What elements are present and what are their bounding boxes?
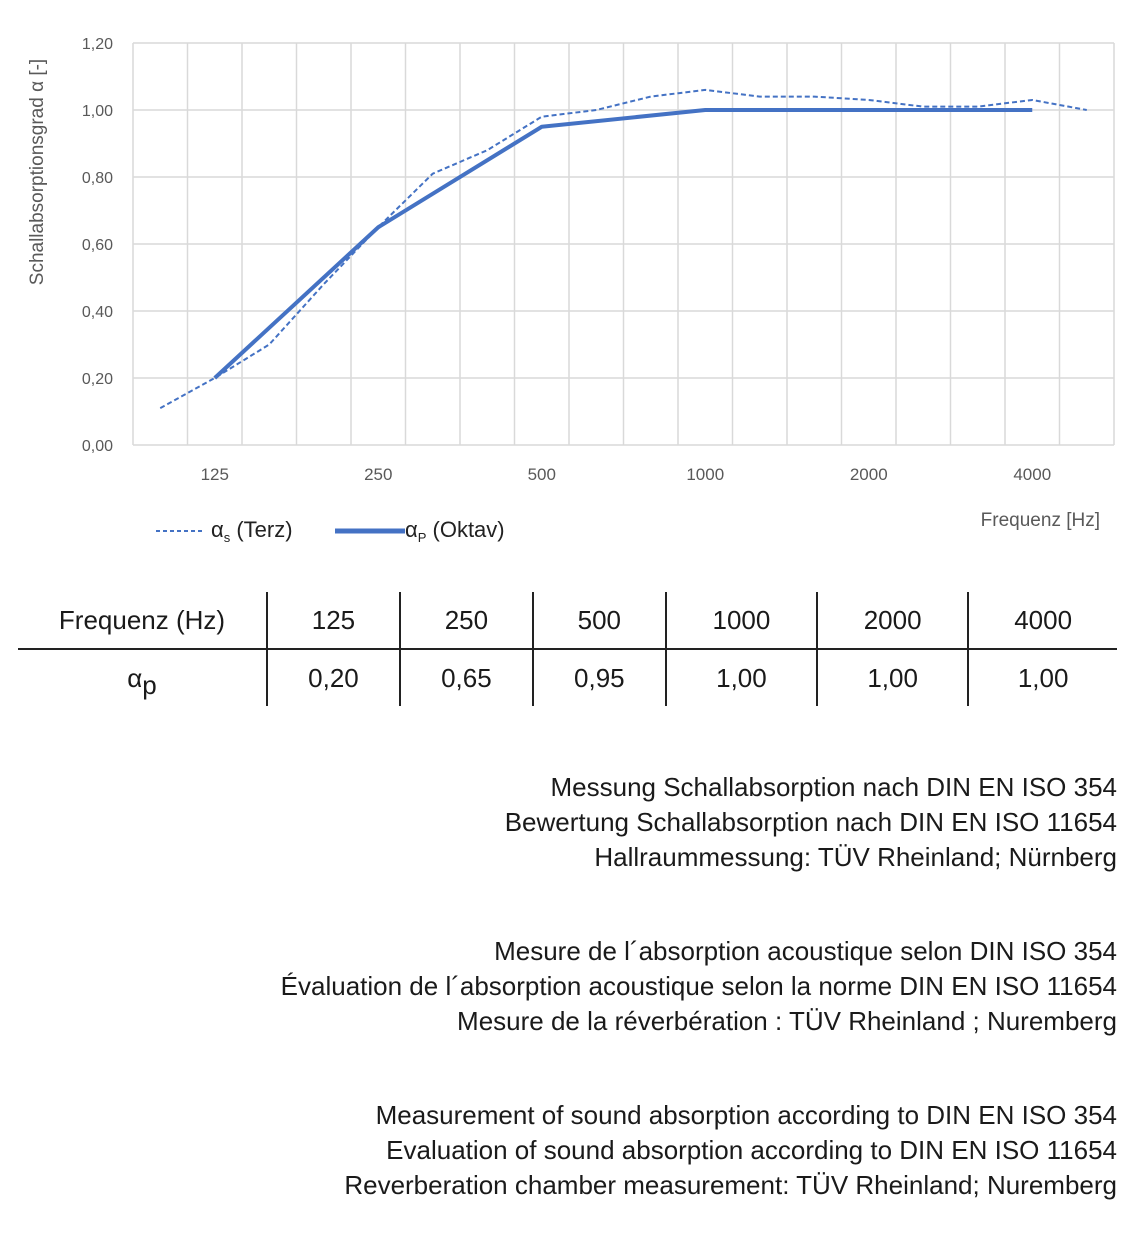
y-tick-label: 0,00: [82, 438, 113, 455]
cell: 0,65: [398, 649, 533, 706]
cell: 4000: [967, 592, 1117, 650]
y-tick-label: 0,20: [82, 371, 113, 388]
y-tick-label: 1,00: [82, 103, 113, 120]
cell: 2000: [816, 592, 969, 650]
x-ticks: 125 250 500 1000 2000 4000: [201, 465, 1052, 484]
x-tick-label: 2000: [850, 465, 888, 484]
table-row-alpha-p: αp 0,20 0,65 0,95 1,00 1,00 1,00: [18, 649, 1117, 706]
cell: 125: [266, 592, 400, 650]
x-tick-label: 250: [364, 465, 392, 484]
notes-german: Messung Schallabsorption nach DIN EN ISO…: [504, 772, 1117, 872]
y-axis-label: Schallabsorptionsgrad α [-]: [27, 59, 48, 285]
series-line-0: [159, 88, 1087, 410]
notes-french: Mesure de l´absorption acoustique selon …: [280, 936, 1117, 1036]
series-lines: [159, 88, 1087, 410]
cell: 250: [398, 592, 533, 650]
legend: αs (Terz) αP (Oktav): [156, 517, 505, 545]
table-row-frequency: Frequenz (Hz) 125 250 500 1000 2000 4000: [18, 592, 1117, 650]
cell: 0,95: [531, 649, 666, 706]
absorption-chart: 0,00 0,20 0,40 0,60 0,80 1,00 1,20 125 250 500 10…: [27, 36, 1115, 545]
grid: [132, 42, 1115, 446]
legend-label-oktav: αP (Oktav): [405, 517, 505, 545]
y-tick-label: 0,80: [82, 170, 113, 187]
legend-label-terz: αs (Terz): [211, 517, 293, 545]
cell: 1,00: [664, 649, 818, 706]
cell: 500: [531, 592, 666, 650]
y-tick-label: 0,60: [82, 237, 113, 254]
row-label: αp: [127, 662, 157, 700]
cell: 1,00: [816, 649, 969, 706]
y-tick-label: 1,20: [82, 36, 113, 53]
cell: 1000: [664, 592, 818, 650]
y-tick-label: 0,40: [82, 304, 113, 321]
absorption-table: Frequenz (Hz) 125 250 500 1000 2000 4000…: [18, 592, 1117, 706]
x-tick-label: 125: [201, 465, 229, 484]
notes-english: Measurement of sound absorption accordin…: [344, 1100, 1117, 1200]
x-tick-label: 4000: [1013, 465, 1051, 484]
series-line-1: [213, 108, 1033, 380]
x-axis-label: Frequenz [Hz]: [981, 510, 1100, 531]
x-tick-label: 500: [528, 465, 556, 484]
cell: 1,00: [967, 649, 1117, 706]
cell: 0,20: [266, 649, 400, 706]
x-tick-label: 1000: [686, 465, 724, 484]
y-ticks: 0,00 0,20 0,40 0,60 0,80 1,00 1,20: [82, 36, 113, 455]
row-label: Frequenz (Hz): [18, 592, 267, 650]
